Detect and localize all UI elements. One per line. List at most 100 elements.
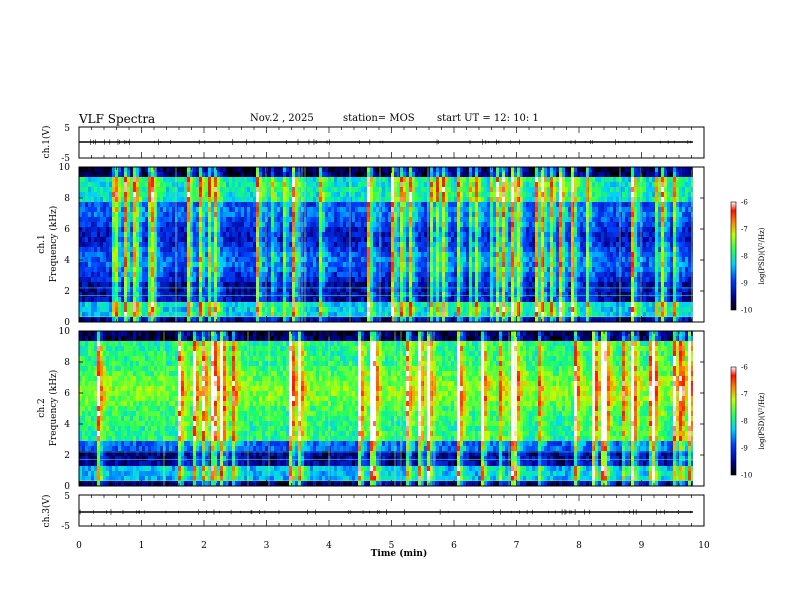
spectrogram-cell — [178, 232, 182, 238]
spectrogram-cell — [112, 207, 116, 213]
spectrogram-cell — [373, 252, 377, 258]
spectrogram-cell — [535, 222, 539, 228]
spectrogram-cell — [370, 242, 374, 248]
spectrogram-cell — [238, 312, 242, 318]
spectrogram-cell — [118, 282, 122, 288]
spectrogram-cell — [280, 297, 284, 303]
spectrogram-cell — [367, 167, 371, 173]
spectrogram-cell — [535, 207, 539, 213]
spectrogram-cell — [109, 297, 113, 303]
spectrogram-cell — [172, 197, 176, 203]
spectrogram-cell — [436, 232, 440, 238]
spectrogram-cell — [244, 167, 248, 173]
spectrogram-cell — [385, 167, 389, 173]
spectrogram-cell — [469, 297, 473, 303]
spectrogram-cell — [334, 167, 338, 173]
spectrogram-cell — [244, 287, 248, 293]
spectrogram-cell — [286, 312, 290, 318]
spectrogram-cell — [145, 172, 149, 178]
spectrogram-cell — [208, 277, 212, 283]
spectrogram-cell — [118, 187, 122, 193]
spectrogram-cell — [376, 257, 380, 263]
spectrogram-cell — [415, 197, 419, 203]
spectrogram-cell — [538, 217, 542, 223]
spectrogram-cell — [151, 237, 155, 243]
spectrogram-cell — [241, 227, 245, 233]
spectrogram-cell — [514, 317, 518, 322]
spectrogram-cell — [262, 182, 266, 188]
spectrogram-cell — [523, 227, 527, 233]
spectrogram-cell — [460, 262, 464, 268]
spectrogram-cell — [496, 182, 500, 188]
spectrogram-cell — [373, 217, 377, 223]
spectrogram-cell — [553, 277, 557, 283]
spectrogram-cell — [247, 252, 251, 258]
spectrogram-cell — [403, 197, 407, 203]
spectrogram-cell — [112, 167, 116, 173]
spectrogram-cell — [226, 172, 230, 178]
spectrogram-cell — [376, 222, 380, 228]
spectrogram-cell — [508, 252, 512, 258]
spectrogram-cell — [517, 187, 521, 193]
spectrogram-cell — [199, 277, 203, 283]
spectrogram-cell — [268, 182, 272, 188]
spectrogram-cell — [457, 222, 461, 228]
spectrogram-cell — [505, 297, 509, 303]
spectrogram-cell — [325, 207, 329, 213]
spectrogram-cell — [406, 172, 410, 178]
spectrogram-cell — [487, 302, 491, 308]
spectrogram-cell — [499, 262, 503, 268]
spectrogram-cell — [151, 212, 155, 218]
spectrogram-cell — [136, 227, 140, 233]
spectrogram-cell — [253, 267, 257, 273]
spectrogram-cell — [511, 277, 515, 283]
spectrogram-cell — [340, 232, 344, 238]
spectrogram-cell — [376, 307, 380, 313]
spectrogram-cell — [250, 192, 254, 198]
spectrogram-cell — [409, 317, 413, 322]
spectrogram-cell — [274, 222, 278, 228]
spectrogram-cell — [388, 167, 392, 173]
spectrogram-cell — [208, 232, 212, 238]
spectrogram-cell — [400, 247, 404, 253]
spectrogram-cell — [373, 262, 377, 268]
spectrogram-cell — [91, 277, 95, 283]
spectrogram-cell — [208, 302, 212, 308]
spectrogram-cell — [97, 207, 101, 213]
spectrogram-cell — [274, 197, 278, 203]
spectrogram-cell — [487, 262, 491, 268]
spectrogram-cell — [493, 242, 497, 248]
spectrogram-cell — [268, 232, 272, 238]
spectrogram-cell — [226, 277, 230, 283]
spectrogram-cell — [358, 297, 362, 303]
spectrogram-cell — [175, 222, 179, 228]
spectrogram-cell — [553, 297, 557, 303]
spectrogram-cell — [181, 247, 185, 253]
spectrogram-cell — [292, 317, 296, 322]
spectrogram-cell — [532, 192, 536, 198]
spectrogram-cell — [301, 232, 305, 238]
spectrogram-cell — [457, 307, 461, 313]
spectrogram-cell — [205, 312, 209, 318]
spectrogram-cell — [532, 207, 536, 213]
spectrogram-cell — [205, 182, 209, 188]
spectrogram-cell — [304, 262, 308, 268]
spectrogram-cell — [544, 202, 548, 208]
spectrogram-cell — [547, 272, 551, 278]
spectrogram-cell — [478, 172, 482, 178]
spectrogram-cell — [175, 252, 179, 258]
spectrogram-cell — [553, 262, 557, 268]
spectrogram-cell — [523, 217, 527, 223]
spectrogram-cell — [400, 167, 404, 173]
spectrogram-cell — [304, 247, 308, 253]
spectrogram-cell — [508, 177, 512, 183]
spectrogram-cell — [139, 252, 143, 258]
spectrogram-cell — [241, 242, 245, 248]
spectrogram-cell — [508, 217, 512, 223]
spectrogram-cell — [190, 212, 194, 218]
spectrogram-cell — [427, 232, 431, 238]
spectrogram-cell — [148, 207, 152, 213]
spectrogram-cell — [547, 192, 551, 198]
spectrogram-cell — [454, 272, 458, 278]
spectrogram-cell — [454, 217, 458, 223]
